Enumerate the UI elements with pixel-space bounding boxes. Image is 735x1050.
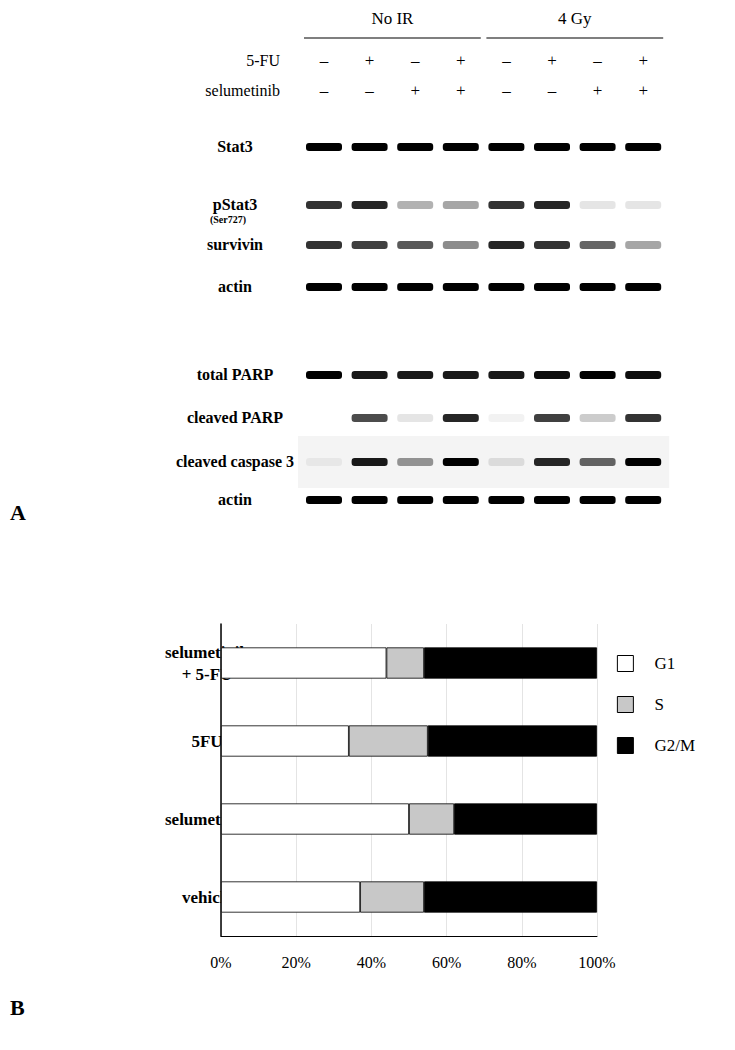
svg-text:–: – [501,51,511,70]
svg-text:100%: 100% [578,954,615,971]
svg-text:cleaved caspase 3: cleaved caspase 3 [176,453,294,471]
svg-text:–: – [501,81,511,100]
svg-text:5-FU: 5-FU [246,52,280,69]
svg-text:actin: actin [218,278,252,295]
svg-text:–: – [592,51,602,70]
svg-text:–: – [319,51,329,70]
svg-text:–: – [410,51,420,70]
svg-text:+: + [547,51,557,70]
svg-text:G2/M: G2/M [654,736,695,755]
svg-text:+: + [456,81,466,100]
svg-text:+: + [638,51,648,70]
svg-text:20%: 20% [282,954,311,971]
svg-text:+: + [593,81,603,100]
svg-text:80%: 80% [507,954,536,971]
svg-text:survivin: survivin [207,236,263,253]
svg-text:+: + [638,81,648,100]
svg-text:+: + [365,51,375,70]
svg-text:S: S [654,695,663,714]
svg-text:vehicle: vehicle [182,887,232,907]
svg-text:pStat3: pStat3 [213,196,257,214]
svg-text:–: – [364,81,374,100]
svg-text:–: – [547,81,557,100]
svg-text:+ 5-FU: + 5-FU [181,664,233,684]
svg-text:G1: G1 [654,654,675,673]
html-text:A: A [10,500,26,525]
svg-text:total PARP: total PARP [197,366,274,383]
svg-text:selumetinib: selumetinib [165,809,249,829]
svg-text:+: + [456,51,466,70]
svg-text:–: – [319,81,329,100]
svg-text:4 Gy: 4 Gy [558,9,592,28]
svg-text:actin: actin [218,491,252,508]
svg-text:No IR: No IR [371,9,414,28]
html-text:B: B [10,995,25,1020]
svg-text:selumetinib: selumetinib [165,642,249,662]
svg-text:cleaved PARP: cleaved PARP [187,409,283,426]
svg-text:0%: 0% [210,954,231,971]
svg-text:(Ser727): (Ser727) [210,214,246,226]
svg-text:+: + [410,81,420,100]
svg-text:40%: 40% [357,954,386,971]
svg-text:Stat3: Stat3 [217,138,253,155]
svg-text:60%: 60% [432,954,461,971]
svg-text:5FU: 5FU [191,732,222,751]
svg-text:selumetinib: selumetinib [205,82,280,99]
